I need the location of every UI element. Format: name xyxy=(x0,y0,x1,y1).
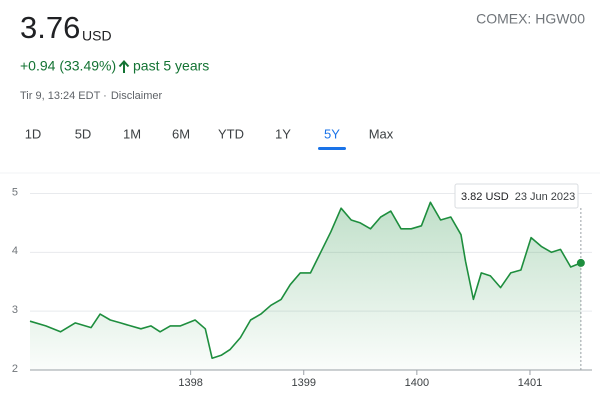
disclaimer-link[interactable]: Disclaimer xyxy=(111,90,163,102)
price-line xyxy=(29,201,582,359)
tooltip xyxy=(454,183,579,209)
range-tab[interactable]: 1Y xyxy=(275,126,291,141)
timestamp: Tir 9, 13:24 EDT · xyxy=(20,90,107,102)
currency: USD xyxy=(82,28,112,44)
range-tab[interactable]: 5D xyxy=(75,126,92,141)
x-tick-label: 1400 xyxy=(405,377,429,389)
hover-dot xyxy=(576,258,585,267)
x-tick-label: 1399 xyxy=(291,377,315,389)
tooltip-price: 3.82 USD xyxy=(461,191,509,203)
x-tick-label: 1401 xyxy=(518,377,542,389)
range-tab[interactable]: 5Y xyxy=(324,126,340,141)
y-tick-label: 3 xyxy=(12,304,18,316)
range-tab[interactable]: Max xyxy=(369,126,394,141)
tooltip-date: 23 Jun 2023 xyxy=(515,191,576,203)
area-fill xyxy=(30,202,581,370)
symbol: COMEX: HGW00 xyxy=(476,11,585,27)
range-tab[interactable]: 1M xyxy=(123,126,141,141)
range-tab[interactable]: 1D xyxy=(25,126,42,141)
tab-underline xyxy=(318,147,346,150)
y-tick-label: 4 xyxy=(12,245,18,257)
range-tabs: 1D 5D 1M 6M YTD 1Y 5Y Max xyxy=(25,126,394,150)
y-tick-label: 5 xyxy=(12,186,18,198)
y-tick-label: 2 xyxy=(12,363,18,375)
price: 3.76 xyxy=(20,10,80,45)
up-arrow xyxy=(118,60,130,73)
change: +0.94 (33.49%) xyxy=(20,58,116,74)
chart: 2 3 4 5 1398 1399 1400 1401 3.82 USD 23 Jun 2023 xyxy=(12,183,592,389)
period: past 5 years xyxy=(133,58,209,74)
x-tick-label: 1398 xyxy=(178,377,202,389)
range-tab[interactable]: 6M xyxy=(172,126,190,141)
range-tab[interactable]: YTD xyxy=(218,126,244,141)
